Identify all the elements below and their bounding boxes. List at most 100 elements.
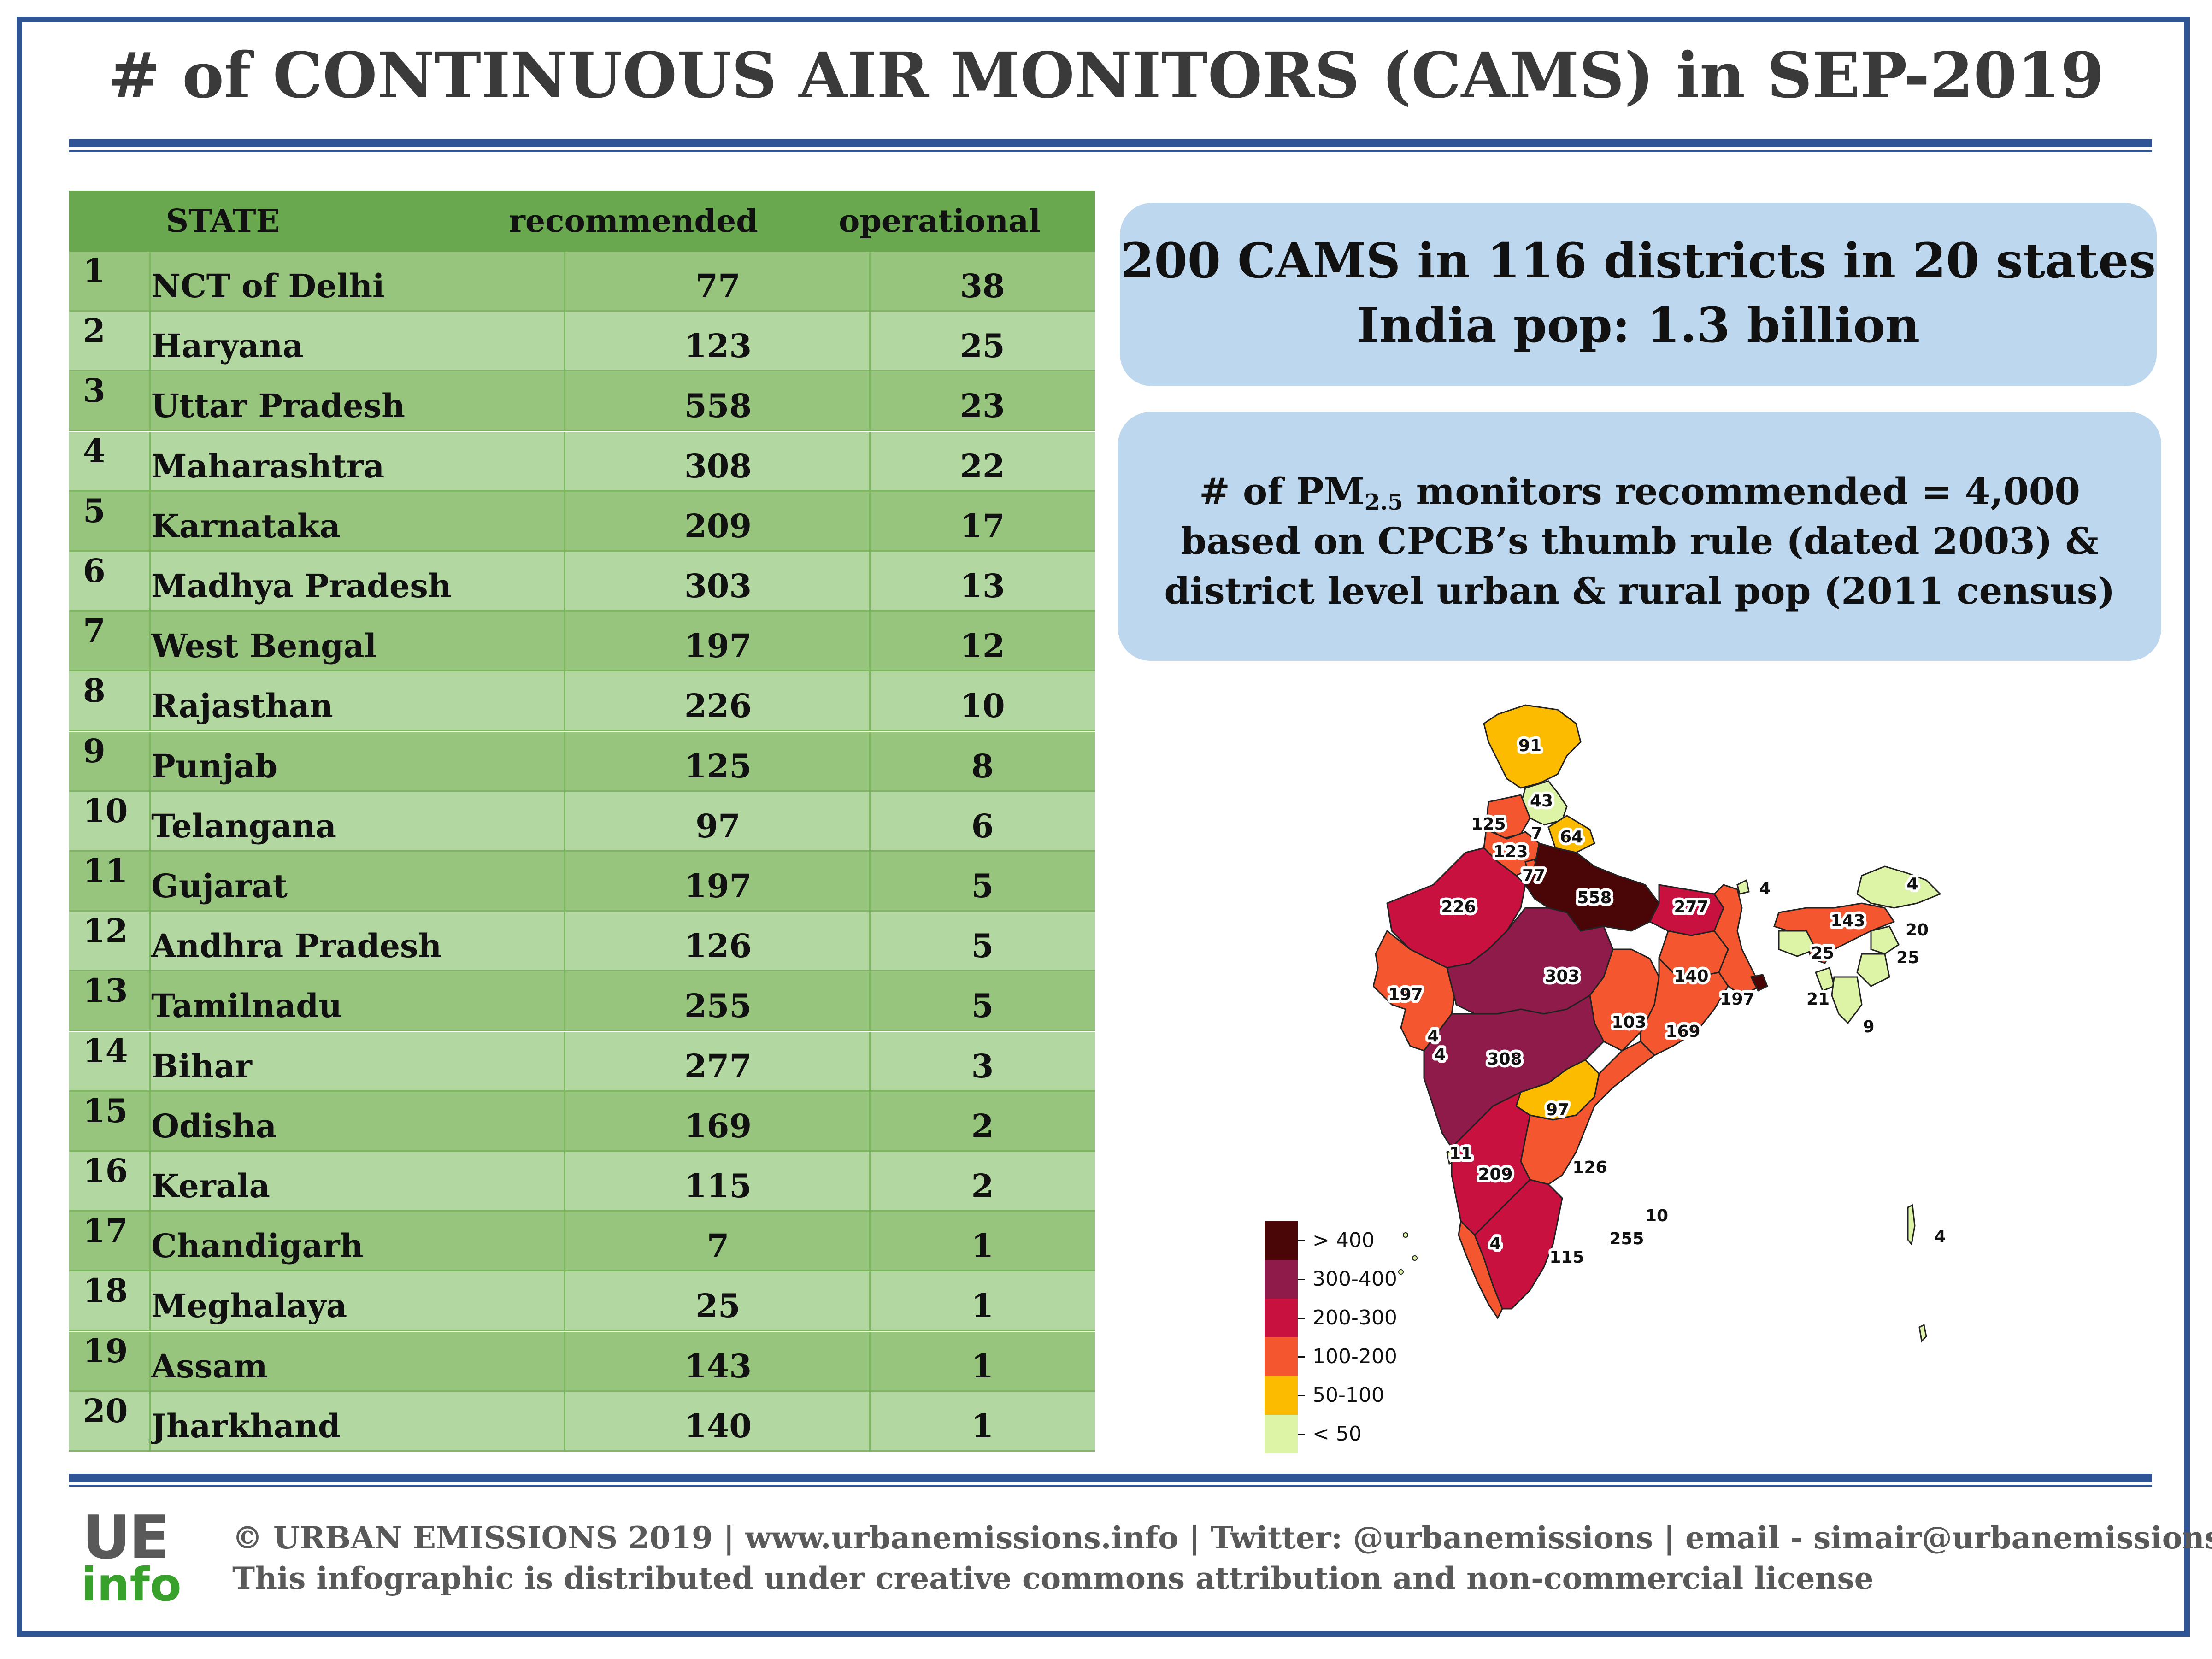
page-title: # of CONTINUOUS AIR MONITORS (CAMS) in S… (107, 39, 2105, 112)
rank-cell: 10 (83, 791, 128, 830)
label-assam: 143 (1830, 912, 1865, 930)
label-bihar: 277 (1674, 898, 1708, 917)
column-divider (564, 971, 565, 1032)
column-divider (149, 312, 151, 372)
recommended-cell: 123 (684, 327, 752, 365)
state-cell: Meghalaya (151, 1287, 347, 1325)
operational-cell: 1 (971, 1406, 994, 1445)
state-cell: Odisha (151, 1106, 277, 1145)
rank-cell: 19 (83, 1331, 128, 1370)
table-row: 6 Madhya Pradesh 303 13 (69, 552, 1095, 612)
label-tamil-nadu: 255 (1609, 1230, 1644, 1248)
ue-info-logo: UE info (77, 1502, 188, 1612)
operational-cell: 5 (971, 987, 994, 1025)
andaman-islands (1907, 1204, 1916, 1246)
recommended-cell: 77 (695, 267, 741, 305)
recommended-cell: 125 (684, 747, 752, 785)
operational-cell: 6 (971, 806, 994, 845)
column-divider (869, 252, 871, 312)
legend-label: 200-300 (1312, 1306, 1397, 1330)
label-lakshadweep: 4 (1489, 1234, 1501, 1253)
label-andaman-nicobar: 4 (1934, 1227, 1946, 1246)
operational-cell: 1 (971, 1287, 994, 1325)
operational-cell: 2 (971, 1167, 994, 1205)
state-cell: West Bengal (151, 627, 377, 665)
operational-cell: 12 (960, 627, 1005, 665)
state-arunachal (1856, 865, 1941, 909)
rank-cell: 8 (83, 671, 106, 710)
state-cell: Kerala (151, 1167, 271, 1205)
state-nagaland (1870, 925, 1900, 955)
state-uttar-pradesh (1524, 842, 1660, 932)
recommended-cell: 558 (684, 387, 752, 425)
table-row: 19 Assam 143 1 (69, 1331, 1095, 1392)
state-tripura (1815, 967, 1835, 992)
table-row: 18 Meghalaya 25 1 (69, 1271, 1095, 1332)
label-andhra-pradesh: 126 (1572, 1158, 1607, 1177)
column-divider (564, 1331, 565, 1392)
footer-divider (69, 1474, 2152, 1487)
summary-line-1: 200 CAMS in 116 districts in 20 states (1120, 232, 2156, 289)
operational-cell: 8 (971, 747, 994, 785)
recommended-cell: 197 (684, 627, 752, 665)
recommended-cell: 115 (684, 1167, 752, 1205)
state-cell: Madhya Pradesh (151, 567, 452, 605)
column-divider (149, 791, 151, 852)
label-maharashtra: 308 (1487, 1050, 1522, 1069)
label-jammu-kashmir: 91 (1518, 736, 1541, 755)
operational-cell: 13 (960, 567, 1005, 605)
label-dadra-nagar-haveli: 4 (1434, 1045, 1446, 1064)
label-manipur: 25 (1896, 948, 1919, 967)
table-row: 14 Bihar 277 3 (69, 1031, 1095, 1092)
state-cell: Punjab (151, 747, 278, 785)
lakshadweep-island (1412, 1255, 1418, 1261)
column-divider (869, 1091, 871, 1152)
label-kerala: 115 (1549, 1248, 1584, 1267)
state-cell: Rajasthan (151, 687, 333, 725)
operational-cell: 17 (960, 506, 1005, 545)
column-divider (869, 491, 871, 552)
operational-cell: 23 (960, 387, 1005, 425)
label-chandigarh: 7 (1531, 824, 1542, 843)
state-mizoram (1831, 976, 1863, 1024)
label-gujarat: 197 (1388, 985, 1423, 1004)
state-odisha (1640, 957, 1729, 1056)
column-divider (149, 552, 151, 612)
state-cell: Uttar Pradesh (151, 387, 405, 425)
recommended-cell: 255 (684, 987, 752, 1025)
state-cell: Gujarat (151, 867, 288, 905)
label-meghalaya: 25 (1811, 944, 1834, 963)
table-row: 11 Gujarat 197 5 (69, 852, 1095, 912)
label-arunachal: 4 (1906, 875, 1918, 894)
operational-cell: 22 (960, 447, 1005, 485)
rank-cell: 12 (83, 912, 128, 950)
column-divider (869, 1152, 871, 1212)
label-west-bengal: 197 (1720, 990, 1754, 1009)
column-divider (564, 431, 565, 492)
state-tamil-nadu (1474, 1179, 1563, 1310)
column-divider (149, 1152, 151, 1212)
label-odisha: 169 (1665, 1022, 1700, 1041)
column-divider (149, 491, 151, 552)
recommendation-line-2: based on CPCB’s thumb rule (dated 2003) … (1181, 519, 2099, 563)
column-divider (564, 1091, 565, 1152)
column-divider (869, 852, 871, 912)
column-divider (149, 671, 151, 732)
rank-cell: 11 (83, 852, 128, 890)
column-divider (869, 312, 871, 372)
column-divider (149, 1031, 151, 1092)
header-divider (69, 139, 2152, 152)
label-haryana: 123 (1493, 842, 1528, 861)
column-divider (149, 252, 151, 312)
column-divider (149, 912, 151, 972)
table-row: 17 Chandigarh 7 1 (69, 1212, 1095, 1272)
state-cell: Jharkhand (151, 1406, 341, 1445)
column-divider (149, 1091, 151, 1152)
state-cell: Telangana (151, 806, 336, 845)
legend-label: 100-200 (1312, 1345, 1397, 1368)
operational-cell: 5 (971, 927, 994, 965)
recommendation-line-3: district level urban & rural pop (2011 c… (1164, 569, 2115, 612)
india-state-map: 91 43 125 7 64 123 77 226 558 277 4 4 14… (1373, 704, 1949, 1343)
column-divider (564, 1271, 565, 1332)
column-divider (869, 1212, 871, 1272)
